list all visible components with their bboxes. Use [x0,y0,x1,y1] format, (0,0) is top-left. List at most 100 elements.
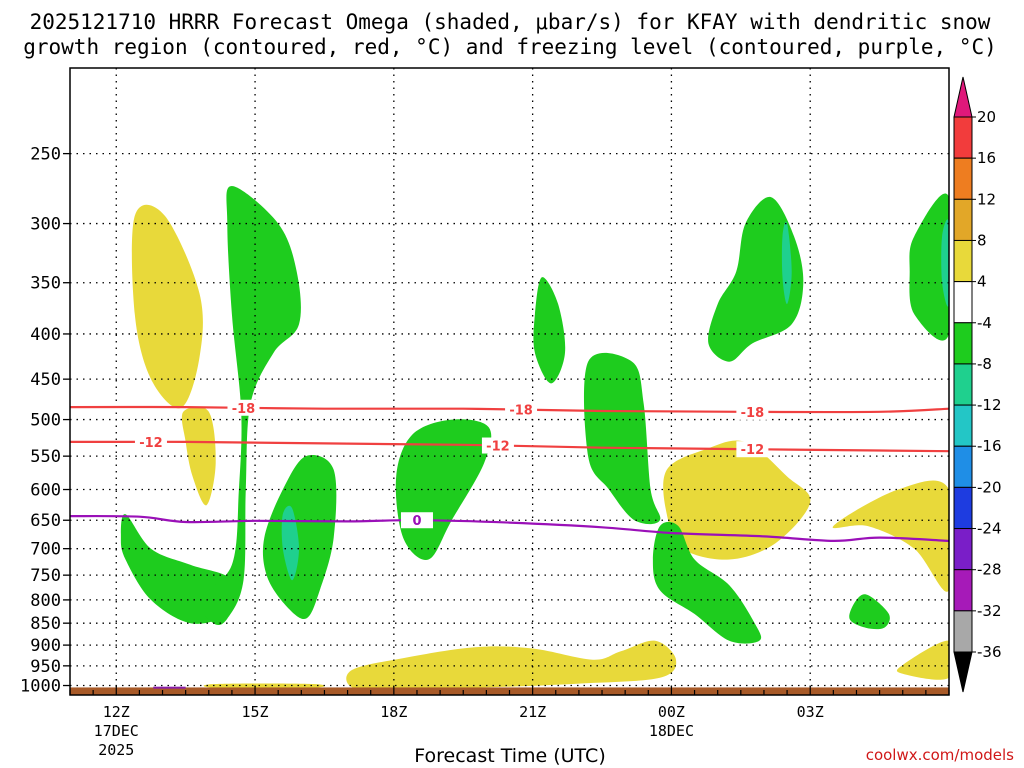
x-tick-year-12Z: 2025 [98,741,134,759]
x-axis-label: Forecast Time (UTC) [414,745,605,767]
colorbar-label--28: -28 [977,561,1002,579]
watermark: coolwx.com/models [866,746,1014,764]
isotherm-label-bg--18-0 [227,399,260,416]
colorbar-label--8: -8 [977,355,992,373]
y-tick-label-1000: 1000 [20,677,61,697]
isotherm-label--18: -18 [232,402,256,417]
omega-region-yellow-1 [131,204,203,409]
colorbar-top-arrow [953,76,973,118]
colorbar-band--4-to--8 [953,322,973,365]
colorbar-band--16-to--20 [953,445,973,488]
omega-region-yellow-4 [832,480,949,592]
isotherm-label--12: -12 [139,436,163,451]
y-tick-label-500: 500 [30,411,61,431]
colorbar-label--32: -32 [977,602,1002,620]
grid-layer [70,68,949,695]
colorbar-label-12: 12 [977,190,996,208]
omega-region-yellow-5 [346,640,677,690]
isotherm-label-bg--12-2 [736,441,769,458]
colorbar-label--20: -20 [977,478,1002,496]
y-tick-label-250: 250 [30,145,61,165]
colorbar-band-20-to-16 [953,116,973,159]
colorbar-band-4-to--4 [953,281,973,324]
colorbar-label-16: 16 [977,149,996,167]
omega-region-green-10 [849,594,890,630]
colorbar-label-20: 20 [977,108,996,126]
colorbar-band-16-to-12 [953,157,973,200]
y-tick-label-750: 750 [30,566,61,586]
colorbar-label--12: -12 [977,396,1002,414]
isotherm-label--12: -12 [741,443,765,458]
colorbar-band--32-to--36 [953,610,973,653]
omega-region-teal-1 [281,505,299,581]
colorbar-label--4: -4 [977,314,992,332]
colorbar-label-4: 4 [977,273,987,291]
y-tick-label-850: 850 [30,614,61,634]
omega-region-yellow-2 [181,406,216,506]
ground-marker-0 [153,686,186,689]
omega-region-green-3 [262,454,337,619]
isotherm-label-bg-0-0 [400,512,433,529]
isotherm-label-bg--18-1 [505,401,538,418]
title-line-2: growth region (contoured, red, °C) and f… [23,35,997,59]
colorbar-band-12-to-8 [953,198,973,241]
isotherm-line-0 [70,514,949,543]
isotherm-layer: -18 -18 -18 -12 -12 -12 0 [70,399,949,543]
isotherm-label-bg--12-0 [134,433,167,450]
y-tick-label-700: 700 [30,540,61,560]
y-tick-label-450: 450 [30,370,61,390]
omega-region-teal-2 [781,221,792,305]
colorbar-band--24-to--28 [953,528,973,571]
y-tick-label-550: 550 [30,447,61,467]
y-tick-label-300: 300 [30,215,61,235]
x-tick-label-21Z: 21Z [519,703,546,721]
x-tick-label-18Z: 18Z [380,703,407,721]
omega-region-green-5 [533,277,566,384]
isotherm-label--18: -18 [509,404,533,419]
x-tick-date-00Z: 18DEC [649,722,694,740]
omega-region-green-9 [909,193,949,341]
x-tick-label-12Z: 12Z [103,703,130,721]
y-tick-label-950: 950 [30,657,61,677]
omega-region-green-8 [708,196,804,362]
colorbar-band--12-to--16 [953,404,973,447]
y-tick-label-350: 350 [30,274,61,294]
isotherm-label--12: -12 [486,440,510,455]
omega-region-green-6 [583,352,661,525]
omega-region-yellow-6 [896,640,949,680]
y-tick-label-800: 800 [30,591,61,611]
colorbar-label--36: -36 [977,643,1002,661]
omega-region-green-7 [652,521,762,644]
colorbar-bottom-arrow [953,651,973,693]
y-tick-label-900: 900 [30,636,61,656]
x-tick-date-12Z: 17DEC [94,722,139,740]
isotherm-line--12 [70,440,949,453]
y-tick-label-400: 400 [30,325,61,345]
isotherm-label-bg--18-2 [736,403,769,420]
omega-region-yellow-3 [663,440,811,560]
isotherm-label-bg--12-1 [481,437,514,454]
title-line-1: 2025121710 HRRR Forecast Omega (shaded, … [30,10,991,34]
colorbar-band--8-to--12 [953,363,973,406]
isotherm-label-0: 0 [412,514,421,529]
colorbar-label-8: 8 [977,231,987,249]
omega-shading-layer [120,186,949,690]
x-tick-label-03Z: 03Z [797,703,824,721]
y-tick-label-600: 600 [30,481,61,501]
x-tick-label-00Z: 00Z [658,703,685,721]
colorbar: 20 16 12 8 4 -4 -8 -12 -16 -20 -24 -28 -32 -36 [953,76,1002,693]
colorbar-label--24: -24 [977,520,1002,538]
y-tick-label-650: 650 [30,511,61,531]
colorbar-label--16: -16 [977,437,1002,455]
colorbar-band-8-to-4 [953,239,973,283]
omega-region-yellow-7 [203,683,326,689]
omega-region-teal-3 [941,219,949,307]
x-tick-label-15Z: 15Z [242,703,269,721]
colorbar-band--28-to--32 [953,569,973,612]
y-axis: 2503003504004505005506006507007508008509… [20,145,70,697]
omega-region-green-4 [395,419,492,560]
isotherm-label--18: -18 [741,406,765,421]
colorbar-band--20-to--24 [953,486,973,530]
